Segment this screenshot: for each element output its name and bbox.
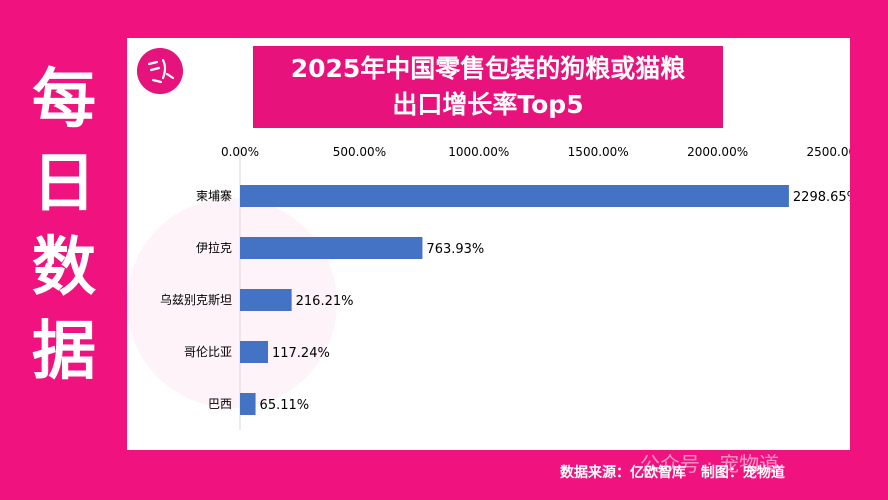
x-tick-label: 2500.00% xyxy=(806,145,850,159)
chart-title-line-1: 2025年中国零售包装的狗粮或猫粮 xyxy=(290,54,686,83)
x-tick-label: 500.00% xyxy=(333,145,386,159)
data-label: 763.93% xyxy=(426,242,484,257)
bar xyxy=(240,289,292,311)
side-title-char-2: 日 xyxy=(32,147,96,221)
data-label: 2298.65% xyxy=(793,190,850,205)
side-title-char-1: 每 xyxy=(32,63,96,137)
chart-maker: 制图：宠物道 xyxy=(700,465,785,481)
side-title-char-3: 数 xyxy=(32,231,96,305)
category-label: 巴西 xyxy=(208,397,232,411)
bar xyxy=(240,185,789,207)
category-label: 乌兹别克斯坦 xyxy=(160,292,232,307)
brand-seal-logo xyxy=(137,48,183,94)
x-tick-label: 1000.00% xyxy=(448,145,509,159)
data-label: 216.21% xyxy=(296,294,354,309)
data-source: 数据来源：亿欧智库 xyxy=(560,465,686,481)
chart-title: 2025年中国零售包装的狗粮或猫粮 出口增长率Top5 xyxy=(253,46,723,128)
side-title-char-4: 据 xyxy=(32,315,96,389)
wechat-watermark: 公众号 · 宠物道 xyxy=(640,452,780,476)
footer: 数据来源：亿欧智库 制图：宠物道 xyxy=(560,462,860,482)
bar-chart: 0.00% 500.00% 1000.00% 1500.00% 2000.00% 2500… xyxy=(160,145,850,430)
x-tick-label: 2000.00% xyxy=(687,145,748,159)
x-tick-label: 1500.00% xyxy=(568,145,629,159)
data-label: 117.24% xyxy=(272,346,330,361)
logo-watermark xyxy=(127,198,337,408)
bar xyxy=(240,393,256,415)
data-label: 65.11% xyxy=(260,398,310,413)
bar xyxy=(240,341,268,363)
side-title: 每 日 数 据 xyxy=(18,58,110,394)
chart-title-line-2: 出口增长率Top5 xyxy=(392,90,584,119)
category-label: 伊拉克 xyxy=(196,240,232,255)
x-tick-label: 0.00% xyxy=(221,145,259,159)
category-label: 柬埔寨 xyxy=(196,188,232,203)
bar xyxy=(240,237,423,259)
chart-panel: 2025年中国零售包装的狗粮或猫粮 出口增长率Top5 0.00% 500.00%… xyxy=(127,38,850,450)
category-label: 哥伦比亚 xyxy=(184,344,232,359)
